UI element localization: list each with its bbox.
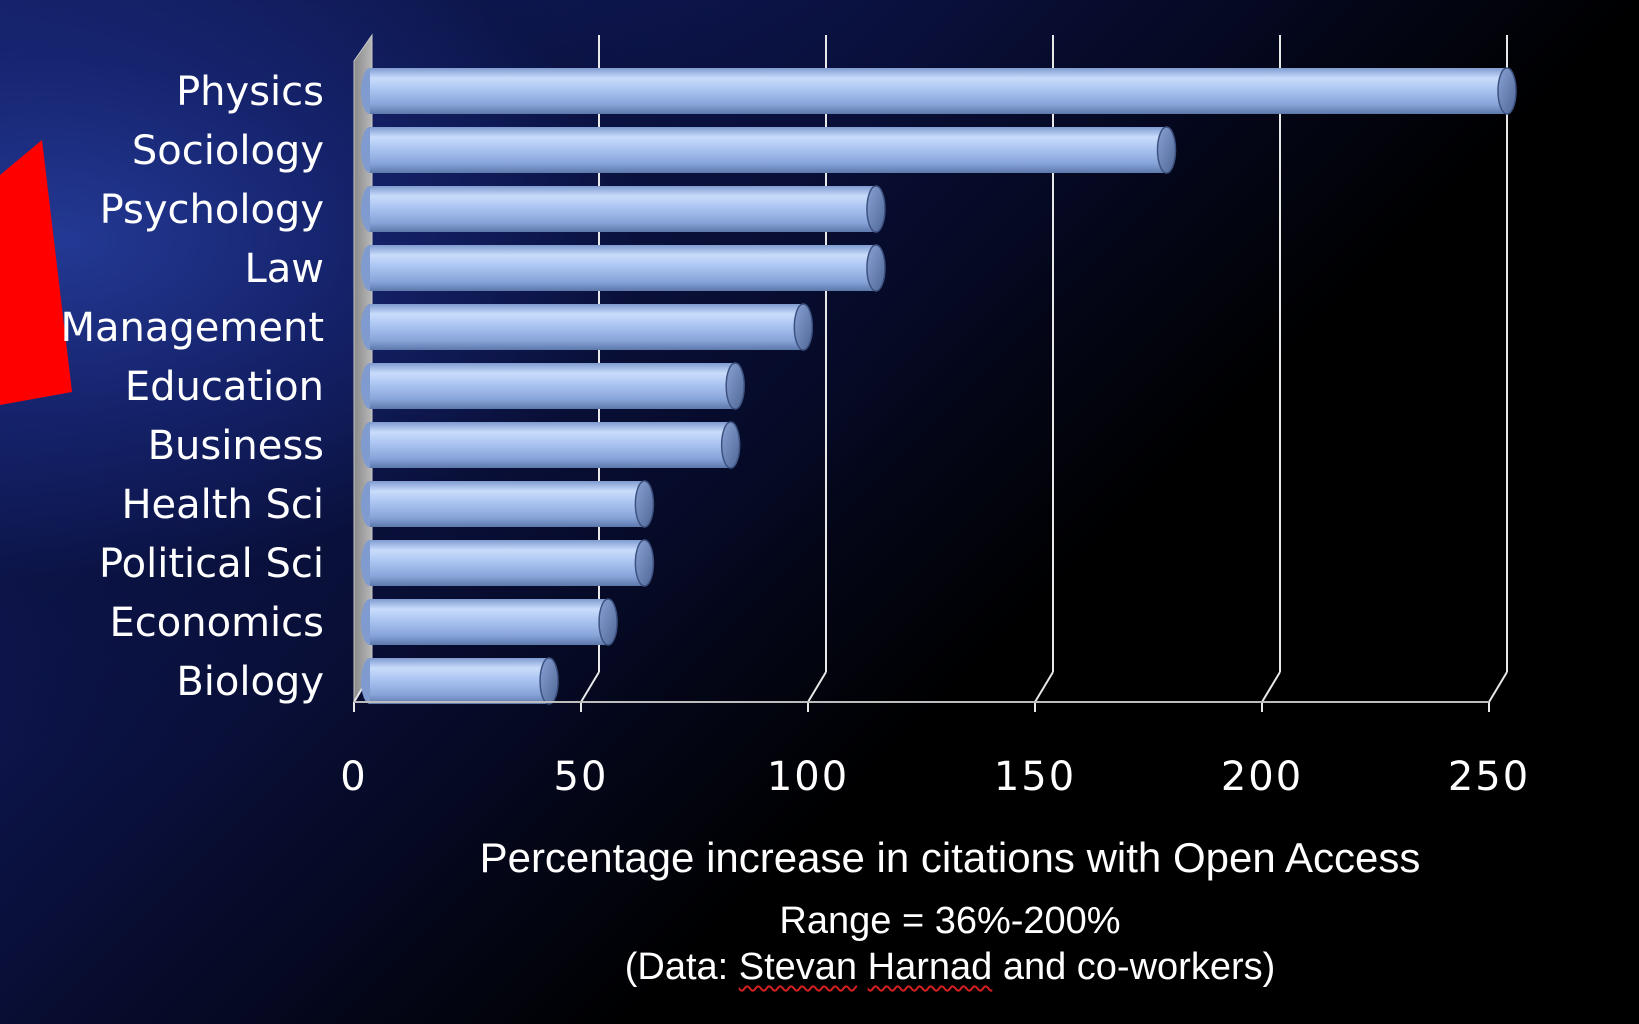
x-tick-label: 50 — [554, 754, 609, 800]
bar — [370, 245, 876, 291]
source-name-last: Harnad — [867, 946, 993, 988]
x-tick-label: 150 — [994, 754, 1076, 800]
floor-gridline — [580, 671, 600, 703]
category-label: Biology — [176, 659, 324, 705]
category-label: Sociology — [132, 128, 324, 174]
floor-gridline — [1488, 671, 1508, 703]
floor-gridline — [807, 671, 827, 703]
category-label: Health Sci — [121, 482, 324, 528]
category-label: Political Sci — [99, 541, 324, 587]
bar — [370, 363, 736, 409]
bar — [370, 186, 876, 232]
bar — [370, 68, 1507, 114]
source-suffix: and co-workers) — [992, 946, 1276, 988]
bar-end-cap — [1156, 126, 1177, 174]
x-tick-label: 200 — [1221, 754, 1303, 800]
bar-end-cap — [866, 185, 886, 233]
bar — [370, 658, 550, 704]
source-note: (Data: Stevan Harnad and co-workers) — [350, 946, 1550, 989]
floor-gridline — [1261, 671, 1281, 703]
bar-end-cap — [539, 657, 559, 705]
bar — [370, 422, 731, 468]
bar — [370, 540, 645, 586]
range-note: Range = 36%-200% — [779, 900, 1121, 942]
bar — [370, 304, 804, 350]
floor-gridline — [1034, 671, 1054, 703]
category-label: Law — [244, 246, 324, 292]
x-axis-title: Percentage increase in citations with Op… — [479, 834, 1421, 881]
x-tick-label: 0 — [340, 754, 367, 800]
category-label: Physics — [176, 69, 324, 115]
bar — [370, 599, 609, 645]
bar-end-cap — [634, 539, 655, 587]
bar-end-cap — [720, 421, 741, 469]
category-label: Education — [125, 364, 324, 410]
category-label: Management — [61, 305, 325, 351]
category-label: Psychology — [100, 187, 324, 233]
x-tick-label: 250 — [1448, 754, 1530, 800]
bar-end-cap — [634, 480, 655, 528]
bar-end-cap — [598, 598, 618, 646]
x-tick-label: 100 — [767, 754, 849, 800]
bar-end-cap — [725, 362, 745, 410]
category-label: Business — [148, 423, 324, 469]
bar-end-cap — [793, 303, 814, 351]
category-label: Economics — [110, 600, 324, 646]
bar — [370, 127, 1167, 173]
source-name-first: Stevan — [738, 946, 858, 988]
bar — [370, 481, 645, 527]
bar-end-cap — [1497, 67, 1517, 115]
red-arrow-shape — [0, 140, 72, 405]
bar-end-cap — [866, 244, 886, 292]
source-prefix: (Data: — [624, 946, 739, 988]
